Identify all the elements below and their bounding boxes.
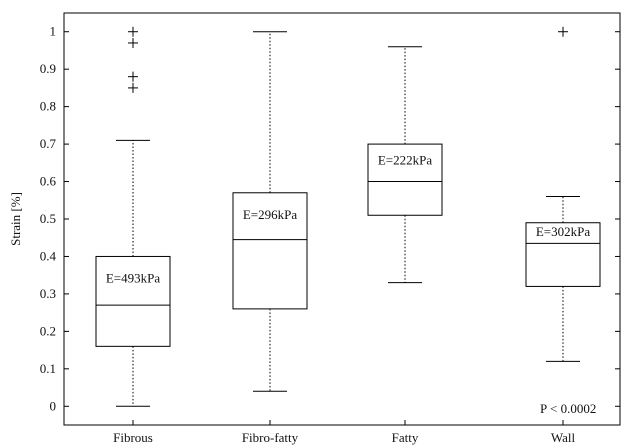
x-category-label: Fibro-fatty	[242, 430, 299, 445]
x-category-label: Fatty	[392, 430, 419, 445]
modulus-label: E=296kPa	[243, 207, 298, 222]
x-category-label: Fibrous	[113, 430, 153, 445]
y-tick-label: 0.6	[40, 174, 57, 189]
y-tick-label: 1	[50, 24, 57, 39]
x-category-label: Wall	[551, 430, 576, 445]
interquartile-box	[525, 222, 601, 287]
interquartile-box	[232, 192, 308, 310]
y-tick-label: 0.5	[40, 211, 56, 226]
y-tick-label: 0	[50, 398, 57, 413]
y-tick-label: 0.8	[40, 99, 56, 114]
y-axis-ticks: 0 0.1 0.2 0.3 0.4 0.5 0.6 0.7 0.8 0.9 1	[40, 24, 620, 413]
y-tick-label: 0.9	[40, 61, 56, 76]
y-tick-label: 0.3	[40, 286, 56, 301]
box-wall: E=302kPa	[525, 26, 601, 362]
interquartile-box	[367, 143, 443, 216]
box-fatty: E=222kPa	[367, 46, 443, 284]
y-tick-label: 0.2	[40, 323, 56, 338]
y-tick-label: 0.4	[40, 248, 57, 263]
interquartile-box	[95, 255, 171, 347]
plot-area-frame	[63, 12, 621, 426]
y-tick-label: 0.1	[40, 361, 56, 376]
y-axis-label: Strain [%]	[8, 192, 23, 246]
box-fibrous: E=493kPa	[95, 26, 171, 407]
box-fibro-fatty: E=296kPa	[232, 31, 308, 392]
p-value-annotation: P < 0.0002	[540, 401, 596, 416]
modulus-label: E=493kPa	[106, 271, 161, 286]
modulus-label: E=302kPa	[536, 224, 591, 239]
modulus-label: E=222kPa	[378, 153, 433, 168]
boxes-layer: E=493kPa Fibrous E=296kPa Fibro-fatty E=222k…	[95, 26, 601, 445]
y-tick-label: 0.7	[40, 136, 57, 151]
